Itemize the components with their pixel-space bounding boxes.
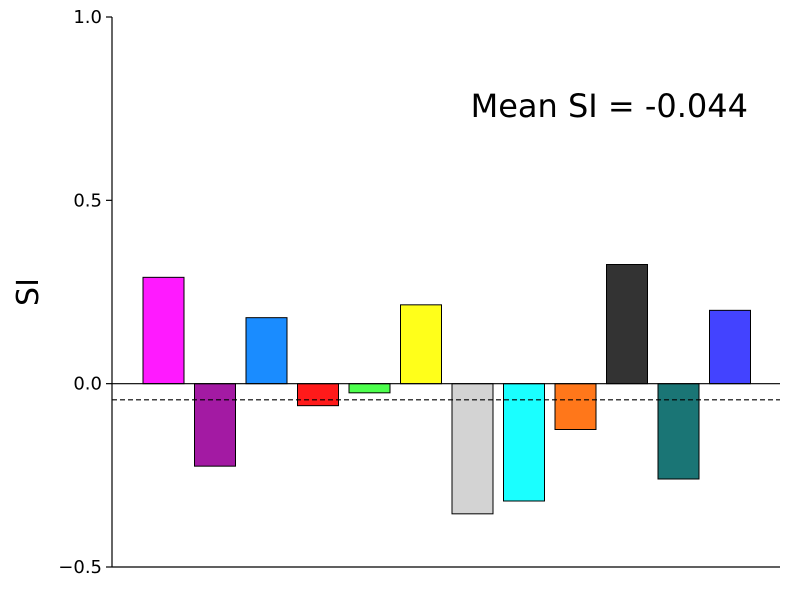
bar <box>554 383 597 430</box>
mean-annotation: Mean SI = -0.044 <box>471 87 748 125</box>
bars-group <box>142 264 751 515</box>
bar <box>297 383 339 407</box>
y-tick-label: 1.0 <box>73 7 102 28</box>
bar <box>606 264 648 385</box>
bar <box>348 383 391 394</box>
bar <box>142 276 185 385</box>
y-ticks-group: −0.5 0.0 0.5 1.0 <box>58 7 112 578</box>
y-tick-label: 0.5 <box>73 190 102 211</box>
bar <box>194 383 236 467</box>
bar <box>400 304 442 385</box>
y-axis-label: SI <box>11 278 46 306</box>
bar <box>657 383 700 480</box>
bar <box>245 317 288 385</box>
bar <box>503 383 545 502</box>
bar <box>709 309 751 385</box>
y-tick-label: −0.5 <box>58 557 102 578</box>
y-tick-label: 0.0 <box>73 374 102 395</box>
bar <box>451 383 494 515</box>
